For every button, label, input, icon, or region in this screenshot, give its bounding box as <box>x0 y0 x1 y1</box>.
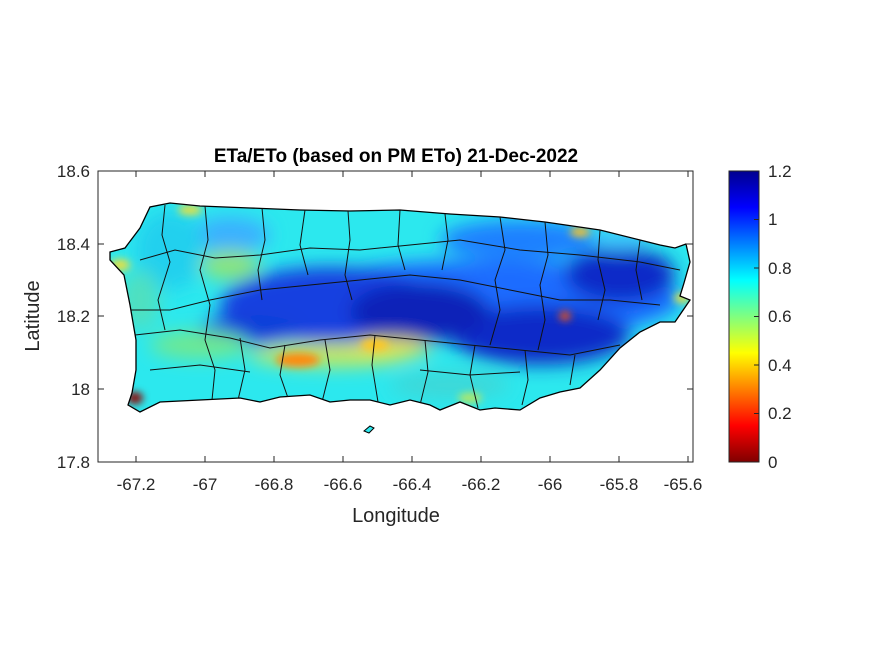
colorbar-tick-label: 1 <box>768 210 777 229</box>
y-tick-label: 18.4 <box>57 235 90 254</box>
colorbar-tick-label: 0.8 <box>768 259 792 278</box>
y-tick-label: 18.2 <box>57 307 90 326</box>
chart-title: ETa/ETo (based on PM ETo) 21-Dec-2022 <box>214 146 578 167</box>
x-tick-label: -65.6 <box>664 475 703 494</box>
x-tick-label: -67 <box>193 475 218 494</box>
x-tick-label: -66 <box>538 475 563 494</box>
x-tick-label: -66.8 <box>255 475 294 494</box>
colorbar-tick-label: 0 <box>768 453 777 472</box>
x-tick-label: -66.2 <box>462 475 501 494</box>
y-tick-label: 18.6 <box>57 162 90 181</box>
x-tick-label: -66.6 <box>324 475 363 494</box>
x-tick-label: -66.4 <box>393 475 432 494</box>
offshore-island <box>363 425 375 434</box>
colorbar-tick-label: 1.2 <box>768 162 792 181</box>
colorbar-tick-label: 0.6 <box>768 307 792 326</box>
municipality-boundaries <box>130 204 681 409</box>
y-tick-label: 17.8 <box>57 453 90 472</box>
y-axis-label: Latitude <box>22 280 44 351</box>
x-axis-label: Longitude <box>352 505 440 527</box>
y-tick-label: 18 <box>71 380 90 399</box>
x-tick-label: -65.8 <box>600 475 639 494</box>
x-tick-label: -67.2 <box>117 475 156 494</box>
colorbar: 1.2 1 0.8 0.6 0.4 0.2 0 <box>728 162 792 472</box>
y-axis: 18.6 18.4 18.2 18 17.8 <box>57 162 693 472</box>
colorbar-tick-label: 0.4 <box>768 356 792 375</box>
colorbar-tick-label: 0.2 <box>768 404 792 423</box>
x-axis: -67.2 -67 -66.8 -66.6 -66.4 -66.2 -66 -6… <box>117 171 703 494</box>
